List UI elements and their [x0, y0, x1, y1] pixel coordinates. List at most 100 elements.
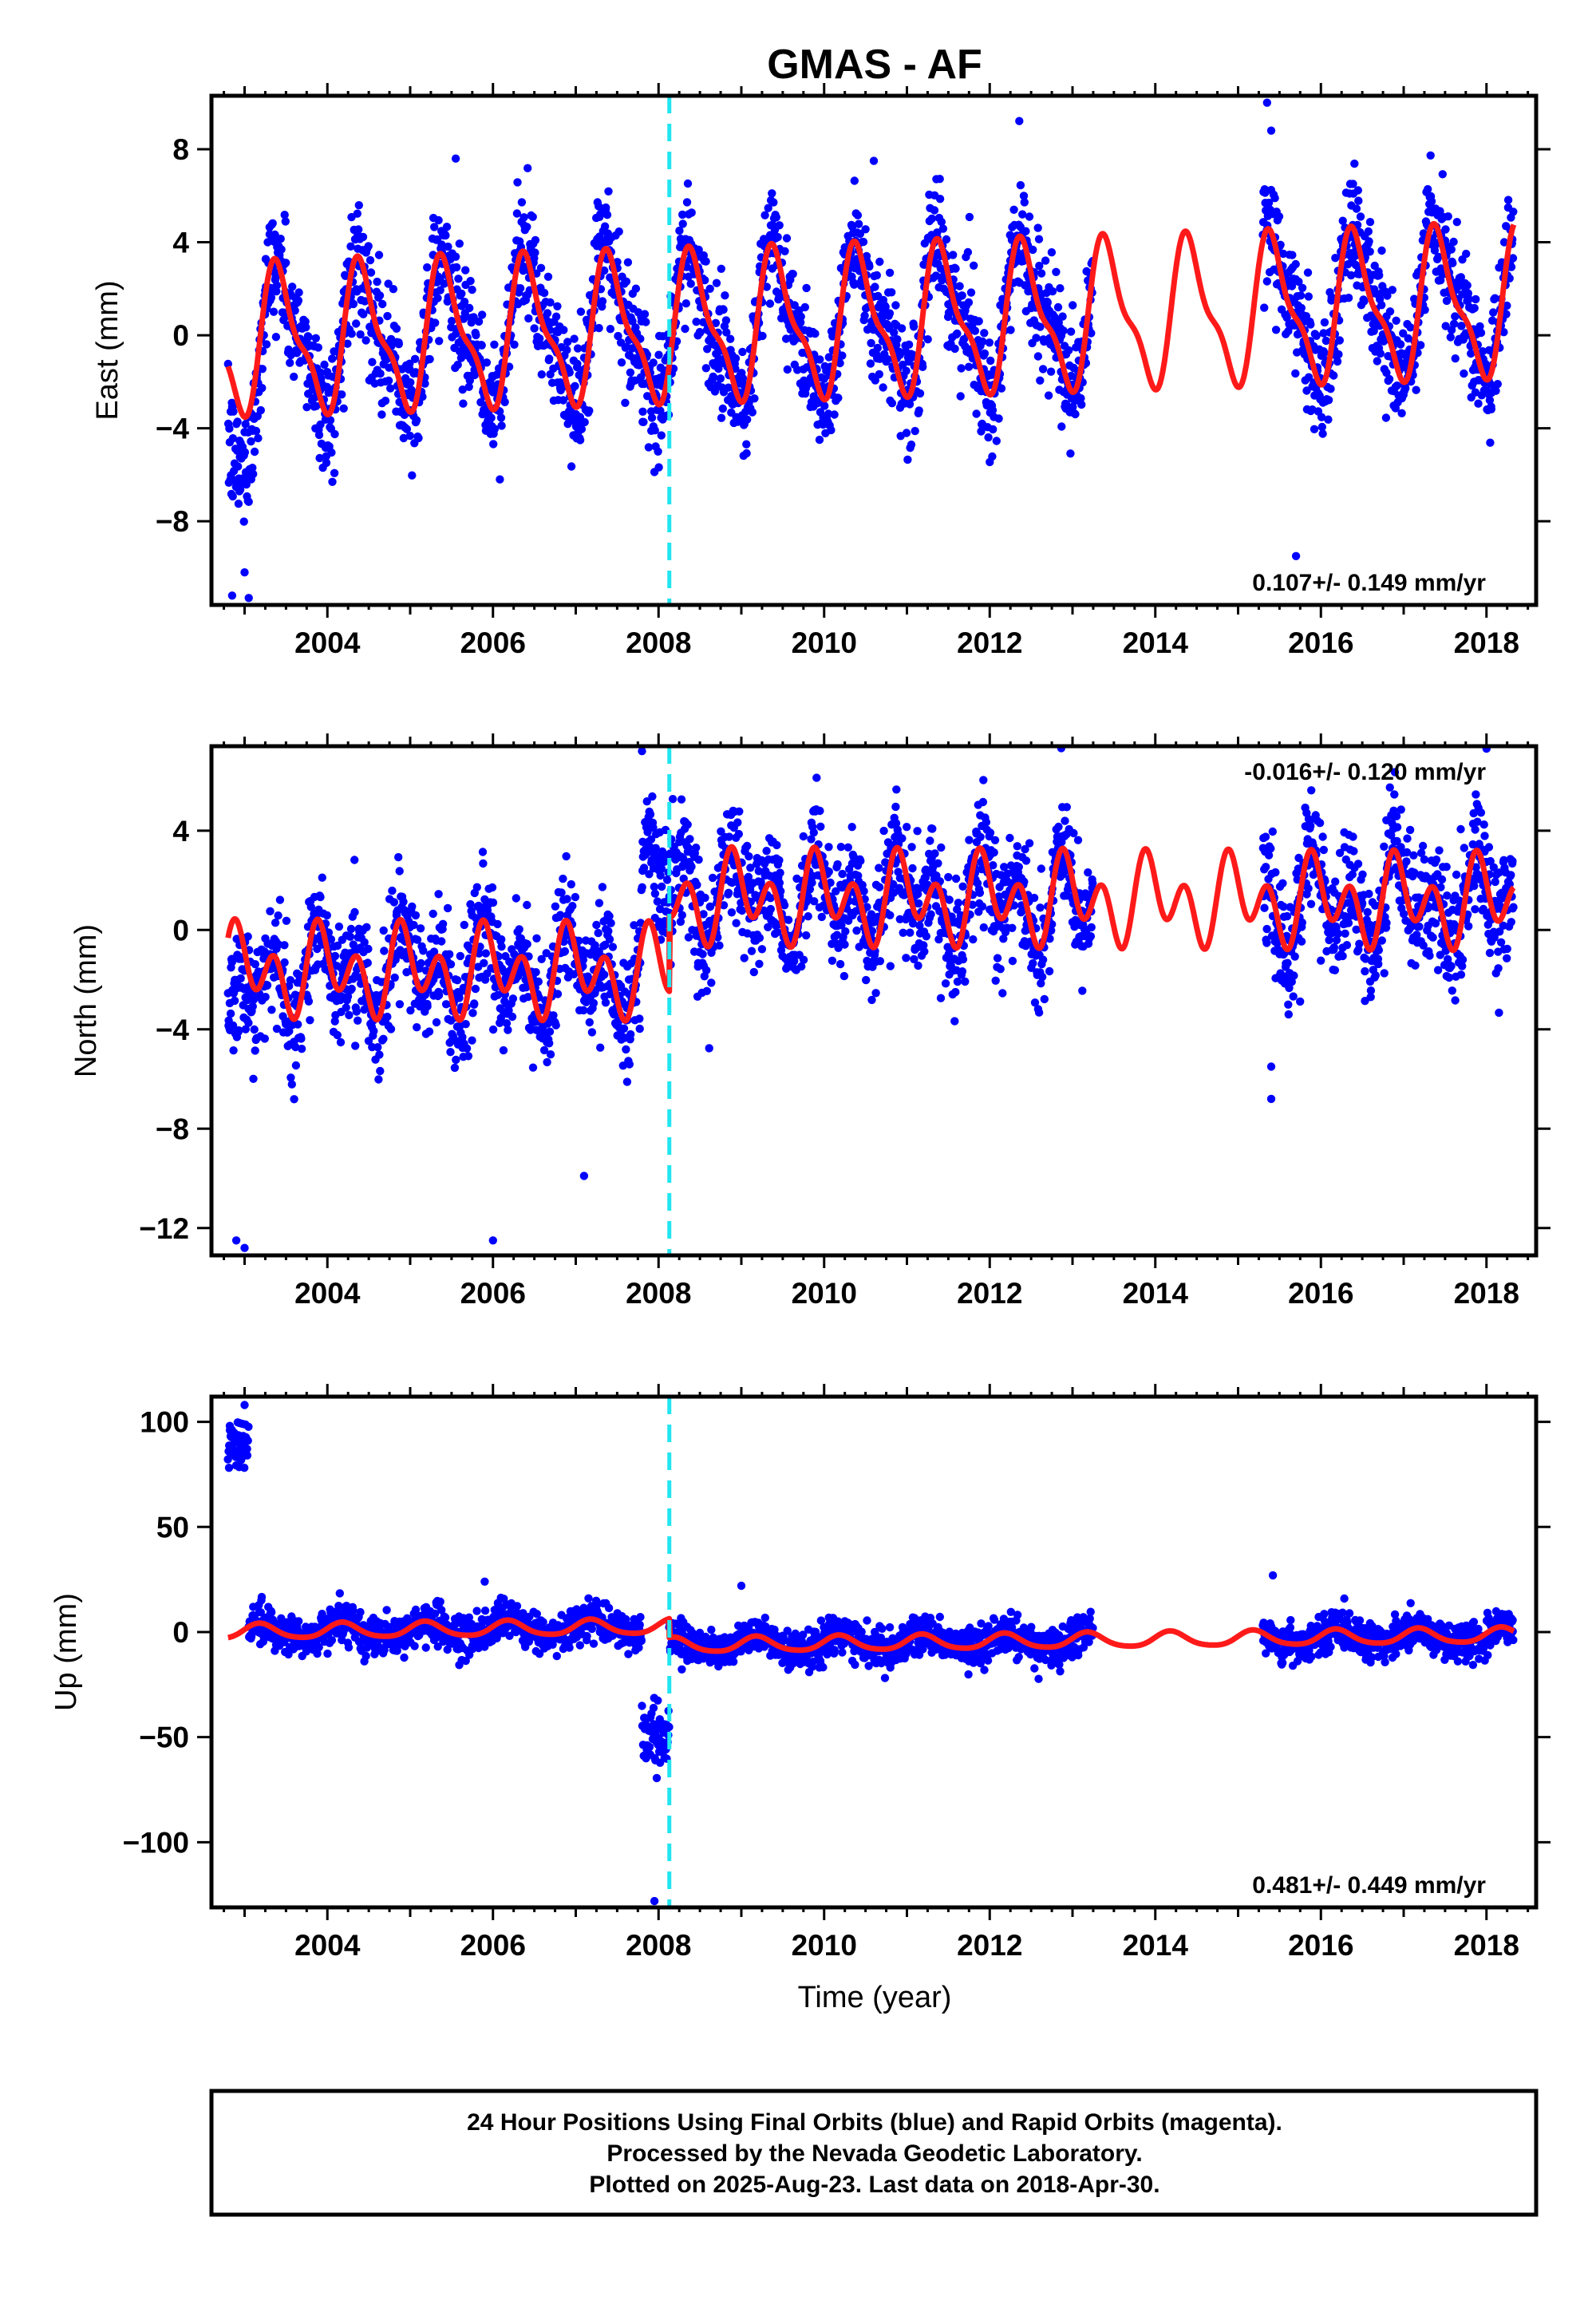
data-point [573, 344, 583, 353]
data-point [411, 911, 421, 920]
data-point [1069, 828, 1078, 838]
data-point [267, 1006, 276, 1014]
data-point [268, 219, 277, 227]
data-point [1276, 240, 1285, 249]
data-point [543, 309, 552, 318]
data-point [1441, 322, 1450, 330]
data-point [938, 224, 948, 233]
data-point [956, 392, 965, 401]
data-point [286, 1073, 295, 1082]
data-point [250, 1025, 259, 1034]
data-point [950, 1017, 959, 1026]
data-point [902, 366, 911, 375]
data-point [1393, 381, 1401, 390]
data-point [272, 281, 282, 290]
data-point [1037, 269, 1046, 278]
data-point [997, 384, 1006, 393]
data-point [834, 393, 843, 402]
data-point [571, 892, 580, 902]
data-point [438, 919, 448, 929]
data-point [1077, 400, 1086, 409]
data-point [369, 1026, 378, 1036]
data-point [378, 299, 387, 309]
x-tick-label: 2004 [294, 626, 361, 659]
data-point [545, 354, 554, 363]
data-point [1058, 312, 1067, 321]
data-point [923, 335, 932, 344]
data-point [380, 947, 389, 955]
data-point [551, 1021, 560, 1030]
data-point [958, 967, 967, 976]
data-point [902, 954, 911, 962]
data-point [1376, 349, 1385, 358]
data-point [286, 358, 294, 367]
data-point [260, 1034, 269, 1043]
data-point [598, 883, 607, 891]
data-point [698, 950, 707, 958]
data-point [712, 279, 721, 287]
data-point [425, 354, 434, 364]
data-point [749, 967, 758, 977]
data-point [333, 1030, 342, 1040]
data-point [479, 859, 488, 868]
data-point [1321, 336, 1331, 346]
data-point [546, 1050, 555, 1059]
data-point [322, 911, 331, 920]
east-model-curve [225, 220, 1517, 421]
data-point [702, 986, 711, 996]
data-point [338, 390, 346, 399]
data-point [681, 299, 690, 308]
data-point [345, 1010, 354, 1020]
data-point [775, 879, 784, 887]
data-point [694, 856, 703, 864]
data-point [775, 221, 784, 230]
data-point [330, 951, 340, 961]
data-point [536, 263, 546, 272]
data-point [978, 797, 988, 807]
data-point [453, 360, 462, 370]
data-point [1375, 271, 1384, 280]
data-point [461, 1020, 470, 1029]
data-point [990, 848, 998, 857]
y-tick-label: 4 [172, 227, 189, 259]
data-point [418, 392, 427, 401]
data-point [907, 441, 916, 449]
data-point [266, 907, 275, 916]
data-point [388, 886, 397, 895]
data-point [350, 856, 359, 864]
data-point [639, 417, 648, 426]
data-point [537, 954, 546, 964]
data-point [915, 899, 923, 908]
data-point [1294, 277, 1303, 287]
data-point [1073, 836, 1083, 844]
data-point [875, 957, 885, 966]
data-point [1045, 966, 1054, 976]
data-point [945, 895, 954, 904]
data-point [227, 958, 236, 966]
data-point [776, 868, 784, 877]
data-point [1262, 924, 1271, 934]
data-point [635, 1024, 644, 1034]
data-point [489, 440, 498, 449]
data-point [1056, 284, 1065, 293]
data-point [362, 923, 371, 932]
data-point [271, 272, 280, 282]
data-point [1020, 198, 1029, 207]
data-point [747, 947, 757, 955]
north-panel: 2004 2006 2008 2010 2012 2014 2016 2018−12−8−40… [69, 733, 1551, 1310]
data-point [297, 1034, 306, 1043]
data-point [488, 1025, 498, 1034]
data-point [563, 895, 571, 903]
data-point [765, 299, 775, 308]
data-point [523, 900, 531, 910]
data-point [315, 453, 324, 463]
data-point [381, 397, 390, 405]
data-point [405, 359, 414, 368]
data-point [497, 935, 506, 944]
data-point [930, 206, 939, 215]
data-point [452, 1055, 460, 1065]
data-point [386, 1025, 396, 1034]
data-point [346, 924, 356, 934]
data-point [560, 947, 570, 956]
data-point [249, 469, 258, 479]
